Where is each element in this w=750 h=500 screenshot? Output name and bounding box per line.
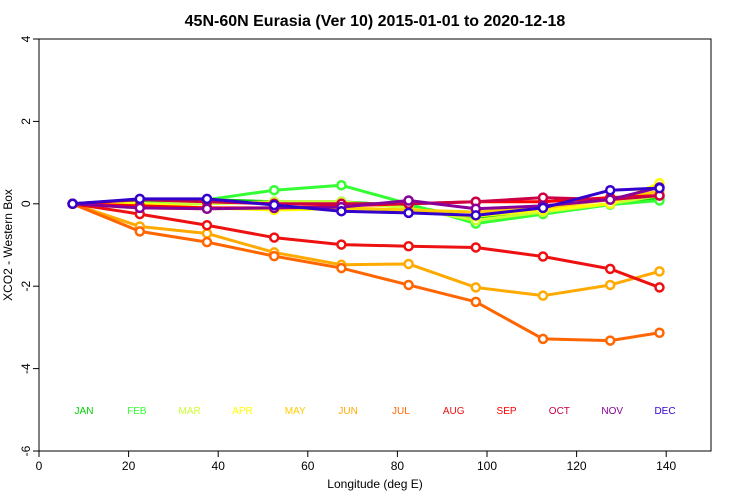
data-point [403, 195, 414, 206]
data-point [134, 226, 146, 237]
legend-item-jul: JUL [392, 406, 410, 417]
data-point [403, 279, 414, 291]
x-axis: 0 20 40 60 80 100 120 140 [36, 451, 677, 473]
data-point [336, 262, 347, 274]
legend-item-may: MAY [285, 406, 306, 417]
y-axis: -6 -4 -2 0 2 4 [19, 35, 39, 456]
y-tick-label: -4 [19, 363, 33, 374]
chart-title: 45N-60N Eurasia (Ver 10) 2015-01-01 to 2… [185, 13, 566, 30]
x-tick-label: 140 [656, 459, 676, 473]
data-point [604, 335, 616, 346]
legend-item-feb: FEB [127, 406, 147, 417]
legend-item-mar: MAR [179, 406, 201, 417]
x-tick-label: 100 [477, 459, 497, 473]
legend-item-jan: JAN [75, 406, 94, 417]
x-tick-label: 40 [212, 459, 226, 473]
x-tick-label: 60 [301, 459, 315, 473]
x-tick-label: 0 [36, 459, 43, 473]
data-point [654, 327, 665, 339]
series-aug [67, 198, 665, 293]
y-tick-label: 0 [19, 200, 33, 207]
data-point [470, 210, 482, 221]
series-group [67, 177, 665, 346]
data-point [201, 193, 213, 205]
data-point [268, 250, 280, 262]
data-point [604, 184, 616, 196]
legend-item-aug: AUG [443, 406, 465, 417]
data-point [537, 251, 549, 262]
data-point [537, 202, 549, 214]
data-point [403, 240, 414, 252]
y-tick-label: 2 [19, 118, 33, 125]
data-point [336, 239, 347, 250]
data-point [604, 194, 616, 205]
data-point [470, 282, 482, 293]
legend-item-sep: SEP [497, 406, 517, 417]
data-point [201, 228, 213, 239]
data-point [654, 182, 665, 194]
data-point [134, 193, 146, 205]
plot-frame [38, 38, 712, 452]
series-line [72, 186, 660, 217]
series-line [72, 185, 660, 211]
y-tick-label: -2 [19, 281, 33, 292]
series-dec [67, 182, 665, 221]
series-line [72, 202, 660, 298]
x-tick-label: 120 [567, 459, 587, 473]
data-point [537, 192, 549, 203]
data-point [201, 219, 213, 231]
x-tick-label: 80 [391, 459, 405, 473]
data-point [470, 296, 482, 308]
data-point [268, 184, 280, 196]
data-point [268, 199, 280, 211]
data-point [604, 263, 616, 275]
data-point [537, 290, 549, 301]
data-point [604, 279, 616, 291]
data-point [654, 266, 665, 277]
series-line [72, 202, 661, 289]
legend-item-jun: JUN [338, 406, 357, 417]
data-point [201, 236, 213, 248]
data-point [403, 207, 414, 219]
data-point [268, 232, 280, 243]
data-point [67, 198, 78, 210]
legend: JAN FEB MAR APR MAY JUN JUL AUG SEP OCT NOV DEC [75, 406, 676, 417]
data-point [403, 258, 414, 270]
data-point [537, 333, 549, 345]
legend-item-nov: NOV [601, 406, 623, 417]
y-axis-label: XCO2 - Western Box [1, 189, 15, 301]
series-jul [67, 198, 665, 346]
legend-item-apr: APR [232, 406, 253, 417]
data-point [336, 180, 347, 191]
series-jun [67, 198, 665, 301]
x-tick-label: 20 [122, 459, 136, 473]
data-point [336, 205, 347, 217]
legend-item-dec: DEC [654, 406, 675, 417]
x-axis-label: Longitude (deg E) [327, 477, 422, 491]
data-point [201, 203, 213, 214]
y-tick-label: 4 [19, 35, 33, 42]
data-point [654, 282, 665, 293]
data-point [470, 242, 482, 253]
y-tick-label: -6 [19, 445, 33, 456]
legend-item-oct: OCT [549, 406, 570, 417]
data-point [134, 202, 146, 214]
series-line [72, 202, 660, 343]
